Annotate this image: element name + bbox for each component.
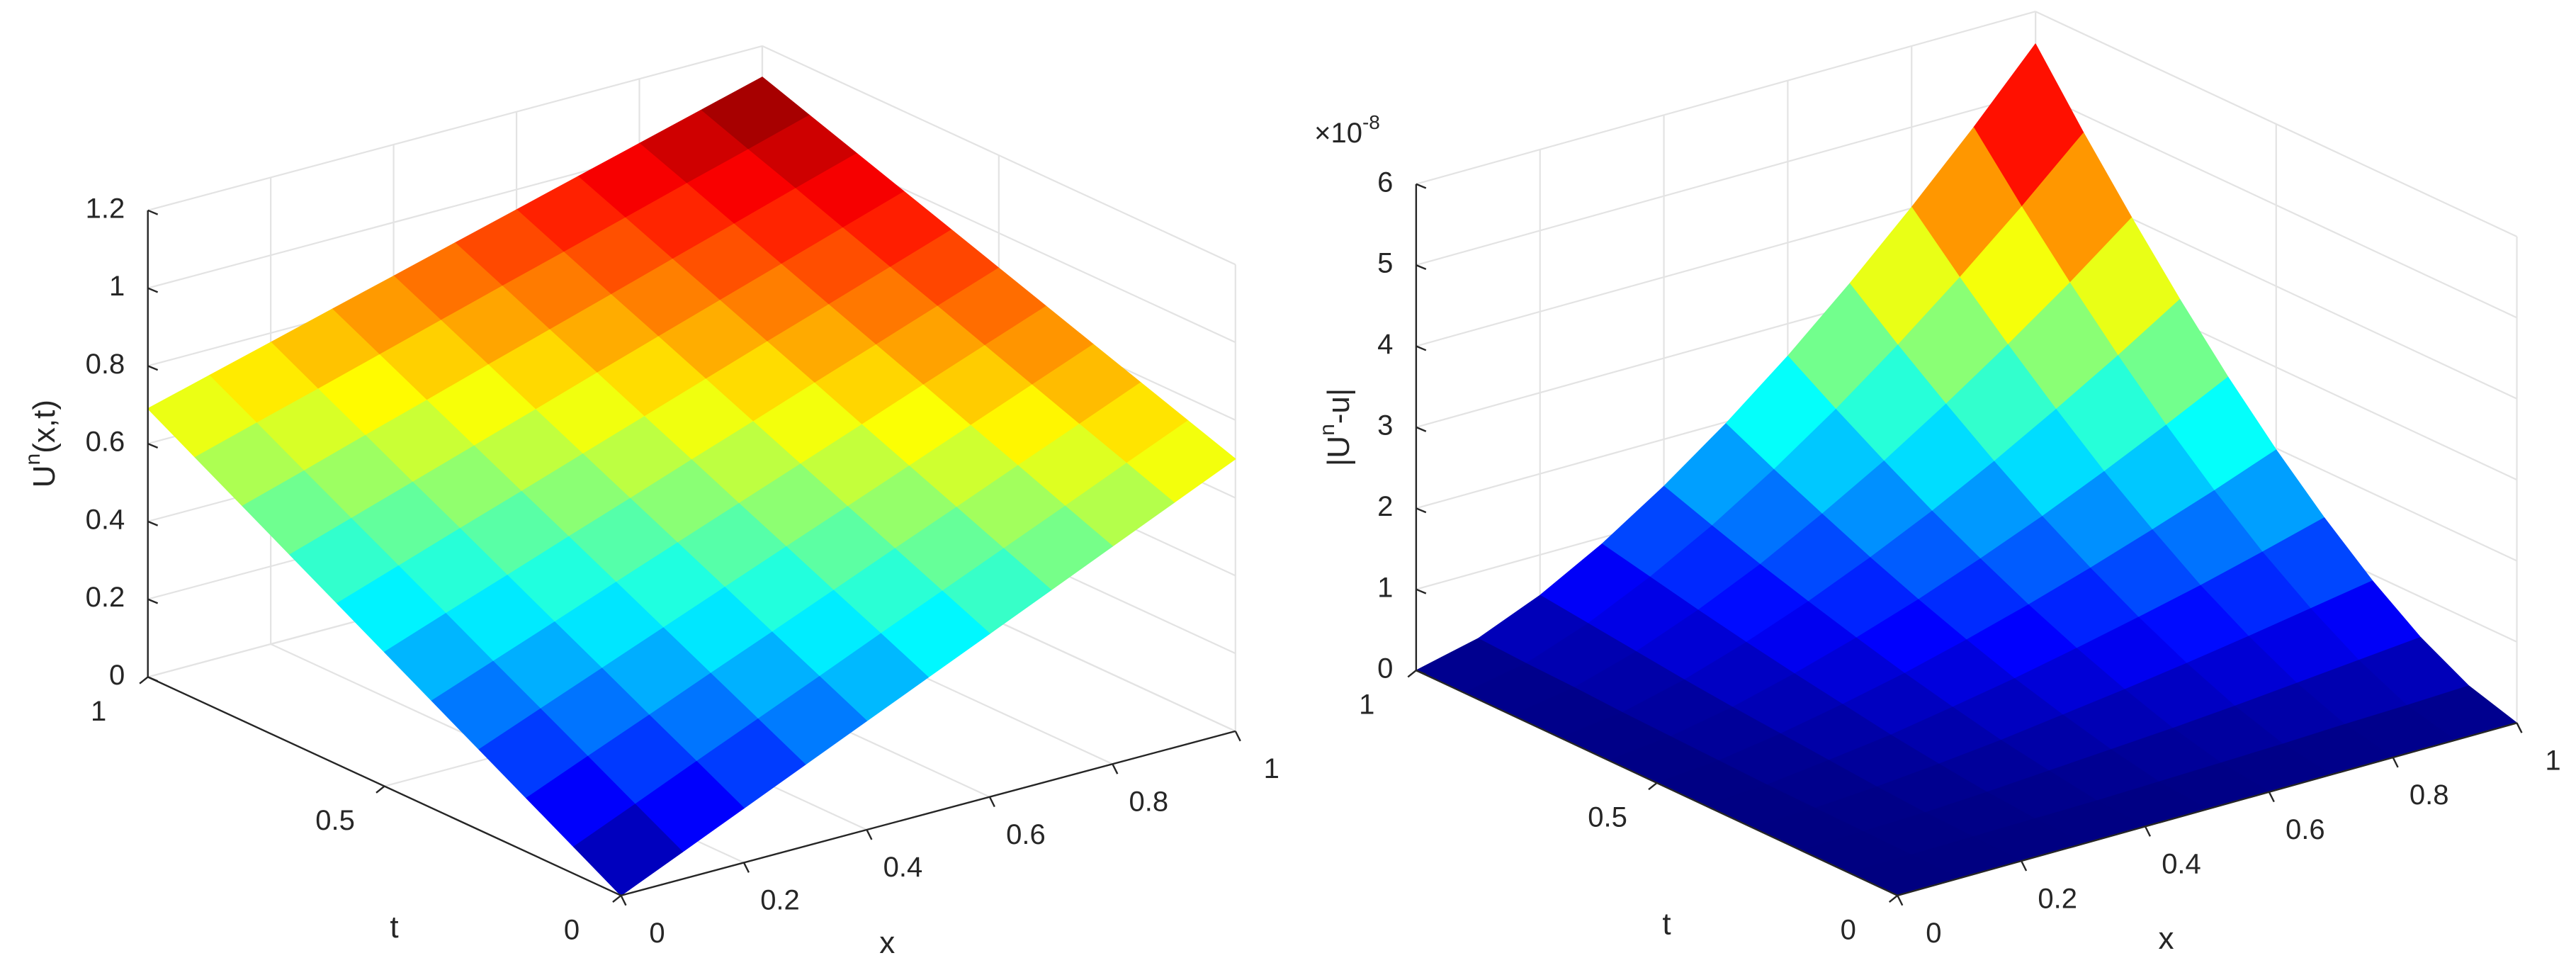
- x-axis-title: x: [2158, 921, 2174, 956]
- tick-mark: [1888, 894, 1899, 903]
- t-tick-label: 1: [1359, 689, 1374, 721]
- tick-mark: [2268, 791, 2275, 803]
- z-tick-label: 6: [1377, 167, 1393, 198]
- z-tick-label: 0: [1377, 653, 1393, 684]
- z-axis-title-part: n: [1316, 424, 1340, 436]
- tick-mark: [620, 895, 627, 906]
- tick-mark: [147, 209, 159, 215]
- tick-mark: [1416, 345, 1427, 351]
- tick-mark: [612, 894, 622, 903]
- t-axis-title: t: [1662, 906, 1671, 941]
- tick-mark: [1416, 507, 1427, 514]
- x-tick-label: 0: [649, 918, 665, 949]
- tick-mark: [375, 785, 385, 794]
- z-tick-label: 0: [109, 660, 125, 691]
- axis-exponent: ×10-8: [1314, 111, 1380, 149]
- z-axis-title-part: n: [21, 453, 45, 466]
- tick-mark: [147, 676, 159, 682]
- tick-mark: [866, 829, 873, 840]
- z-tick-label: 0.2: [86, 582, 125, 613]
- x-tick-label: 0.6: [2286, 814, 2325, 845]
- x-tick-label: 0.2: [760, 885, 800, 916]
- z-tick-label: 2: [1377, 491, 1393, 522]
- tick-mark: [147, 287, 159, 293]
- tick-mark: [1112, 763, 1119, 774]
- x-axis: [621, 730, 1236, 896]
- t-tick-label: 0: [564, 914, 580, 945]
- tick-mark: [1648, 782, 1658, 791]
- tick-mark: [147, 598, 159, 604]
- z-axis-title-part: (x,t): [27, 400, 62, 453]
- x-axis: [1897, 722, 2517, 896]
- z-tick-label: 1: [109, 271, 125, 302]
- tick-mark: [1407, 670, 1417, 678]
- tick-mark: [1897, 895, 1904, 906]
- tick-mark: [147, 442, 159, 449]
- z-tick-label: 4: [1377, 329, 1393, 360]
- t-tick-label: 0.5: [1588, 802, 1627, 833]
- x-tick-label: 0.8: [2410, 779, 2449, 811]
- z-tick-label: 1.2: [86, 193, 125, 224]
- x-tick-label: 0.4: [2162, 849, 2201, 880]
- t-axis: [1416, 670, 1898, 896]
- x-tick-label: 0.2: [2038, 883, 2077, 914]
- z-axis-title-part: U: [27, 465, 62, 488]
- x-tick-label: 0.6: [1006, 819, 1046, 850]
- x-tick-label: 1: [1264, 753, 1279, 784]
- grid-line: [1416, 11, 2036, 185]
- tick-mark: [139, 676, 149, 684]
- x-axis-title: x: [879, 925, 895, 960]
- grid-line: [1416, 91, 2036, 266]
- tick-mark: [742, 862, 750, 873]
- tick-mark: [147, 520, 159, 526]
- surface-patch: [573, 804, 683, 896]
- t-axis-title: t: [390, 910, 398, 945]
- tick-mark: [1416, 426, 1427, 432]
- z-axis-title: Un(x,t): [21, 400, 61, 488]
- z-axis-title-part: -u|: [1321, 388, 1356, 424]
- z-tick-label: 0.8: [86, 349, 125, 380]
- tick-mark: [1416, 264, 1427, 271]
- tick-mark: [2516, 722, 2523, 733]
- tick-mark: [2392, 757, 2399, 768]
- tick-mark: [2021, 860, 2028, 872]
- axis-exponent-part: ×10: [1314, 118, 1362, 149]
- z-tick-label: 1: [1377, 572, 1393, 603]
- x-tick-label: 0.4: [883, 852, 923, 883]
- x-tick-label: 0: [1926, 918, 1941, 949]
- tick-mark: [147, 365, 159, 371]
- z-axis-title-part: |U: [1321, 436, 1356, 466]
- tick-mark: [1416, 588, 1427, 594]
- z-tick-label: 0.6: [86, 427, 125, 458]
- tick-mark: [1416, 669, 1427, 676]
- z-tick-label: 0.4: [86, 504, 125, 535]
- grid-line: [147, 45, 763, 211]
- tick-mark: [1234, 731, 1241, 742]
- tick-mark: [988, 796, 995, 808]
- t-tick-label: 1: [91, 696, 106, 727]
- t-tick-label: 0: [1841, 914, 1856, 945]
- z-axis-title: |Un-u|: [1316, 388, 1356, 466]
- z-tick-label: 5: [1377, 248, 1393, 279]
- z-tick-label: 3: [1377, 410, 1393, 441]
- x-tick-label: 1: [2545, 745, 2560, 777]
- tick-mark: [2144, 825, 2152, 837]
- t-tick-label: 0.5: [315, 805, 355, 836]
- axis-exponent-part: -8: [1362, 111, 1380, 133]
- tick-mark: [1416, 183, 1427, 189]
- x-tick-label: 0.8: [1129, 786, 1169, 817]
